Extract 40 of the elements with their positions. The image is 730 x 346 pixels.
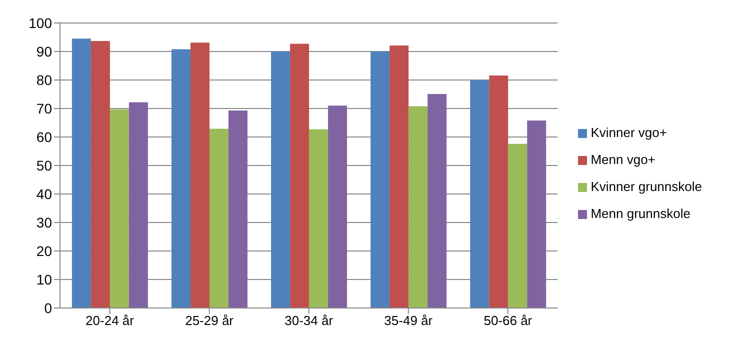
bar xyxy=(290,44,310,308)
bar xyxy=(209,128,228,308)
bar xyxy=(408,106,428,308)
bar xyxy=(90,40,110,308)
bar xyxy=(370,52,390,308)
y-tick-label: 40 xyxy=(36,186,52,202)
y-tick-label: 50 xyxy=(36,157,52,174)
legend-label: Kvinner grunnskole xyxy=(590,179,702,194)
bar xyxy=(428,94,447,308)
bar xyxy=(470,80,490,308)
legend-label: Menn vgo+ xyxy=(590,152,656,167)
legend-label: Kvinner vgo+ xyxy=(590,125,667,140)
legend-label: Menn grunnskole xyxy=(590,206,690,221)
y-tick-label: 70 xyxy=(36,100,52,116)
bar xyxy=(508,144,528,308)
bar xyxy=(72,38,91,308)
bar xyxy=(190,42,210,308)
x-tick-label: 50-66 år xyxy=(484,313,533,328)
bar xyxy=(328,106,348,308)
bar xyxy=(527,120,546,308)
bar xyxy=(271,52,290,308)
x-tick-label: 30-34 år xyxy=(284,313,334,328)
y-tick-label: 80 xyxy=(36,72,52,88)
x-tick-label: 35-49 år xyxy=(384,313,434,328)
x-tick-label: 25-29 år xyxy=(185,313,234,328)
bar xyxy=(309,129,328,308)
y-tick-label: 20 xyxy=(36,242,52,259)
y-tick-label: 30 xyxy=(36,214,52,230)
y-tick-label: 90 xyxy=(36,43,52,60)
y-tick-label: 60 xyxy=(36,128,52,145)
bar xyxy=(171,49,190,308)
bar xyxy=(390,46,409,308)
x-tick-label: 20-24 år xyxy=(86,313,135,328)
y-tick-label: 0 xyxy=(44,300,52,316)
bar xyxy=(128,102,148,308)
bar xyxy=(489,75,508,308)
y-tick-label: 100 xyxy=(28,14,52,31)
y-tick-label: 10 xyxy=(36,271,52,288)
bar xyxy=(228,110,248,308)
bar xyxy=(110,109,129,308)
